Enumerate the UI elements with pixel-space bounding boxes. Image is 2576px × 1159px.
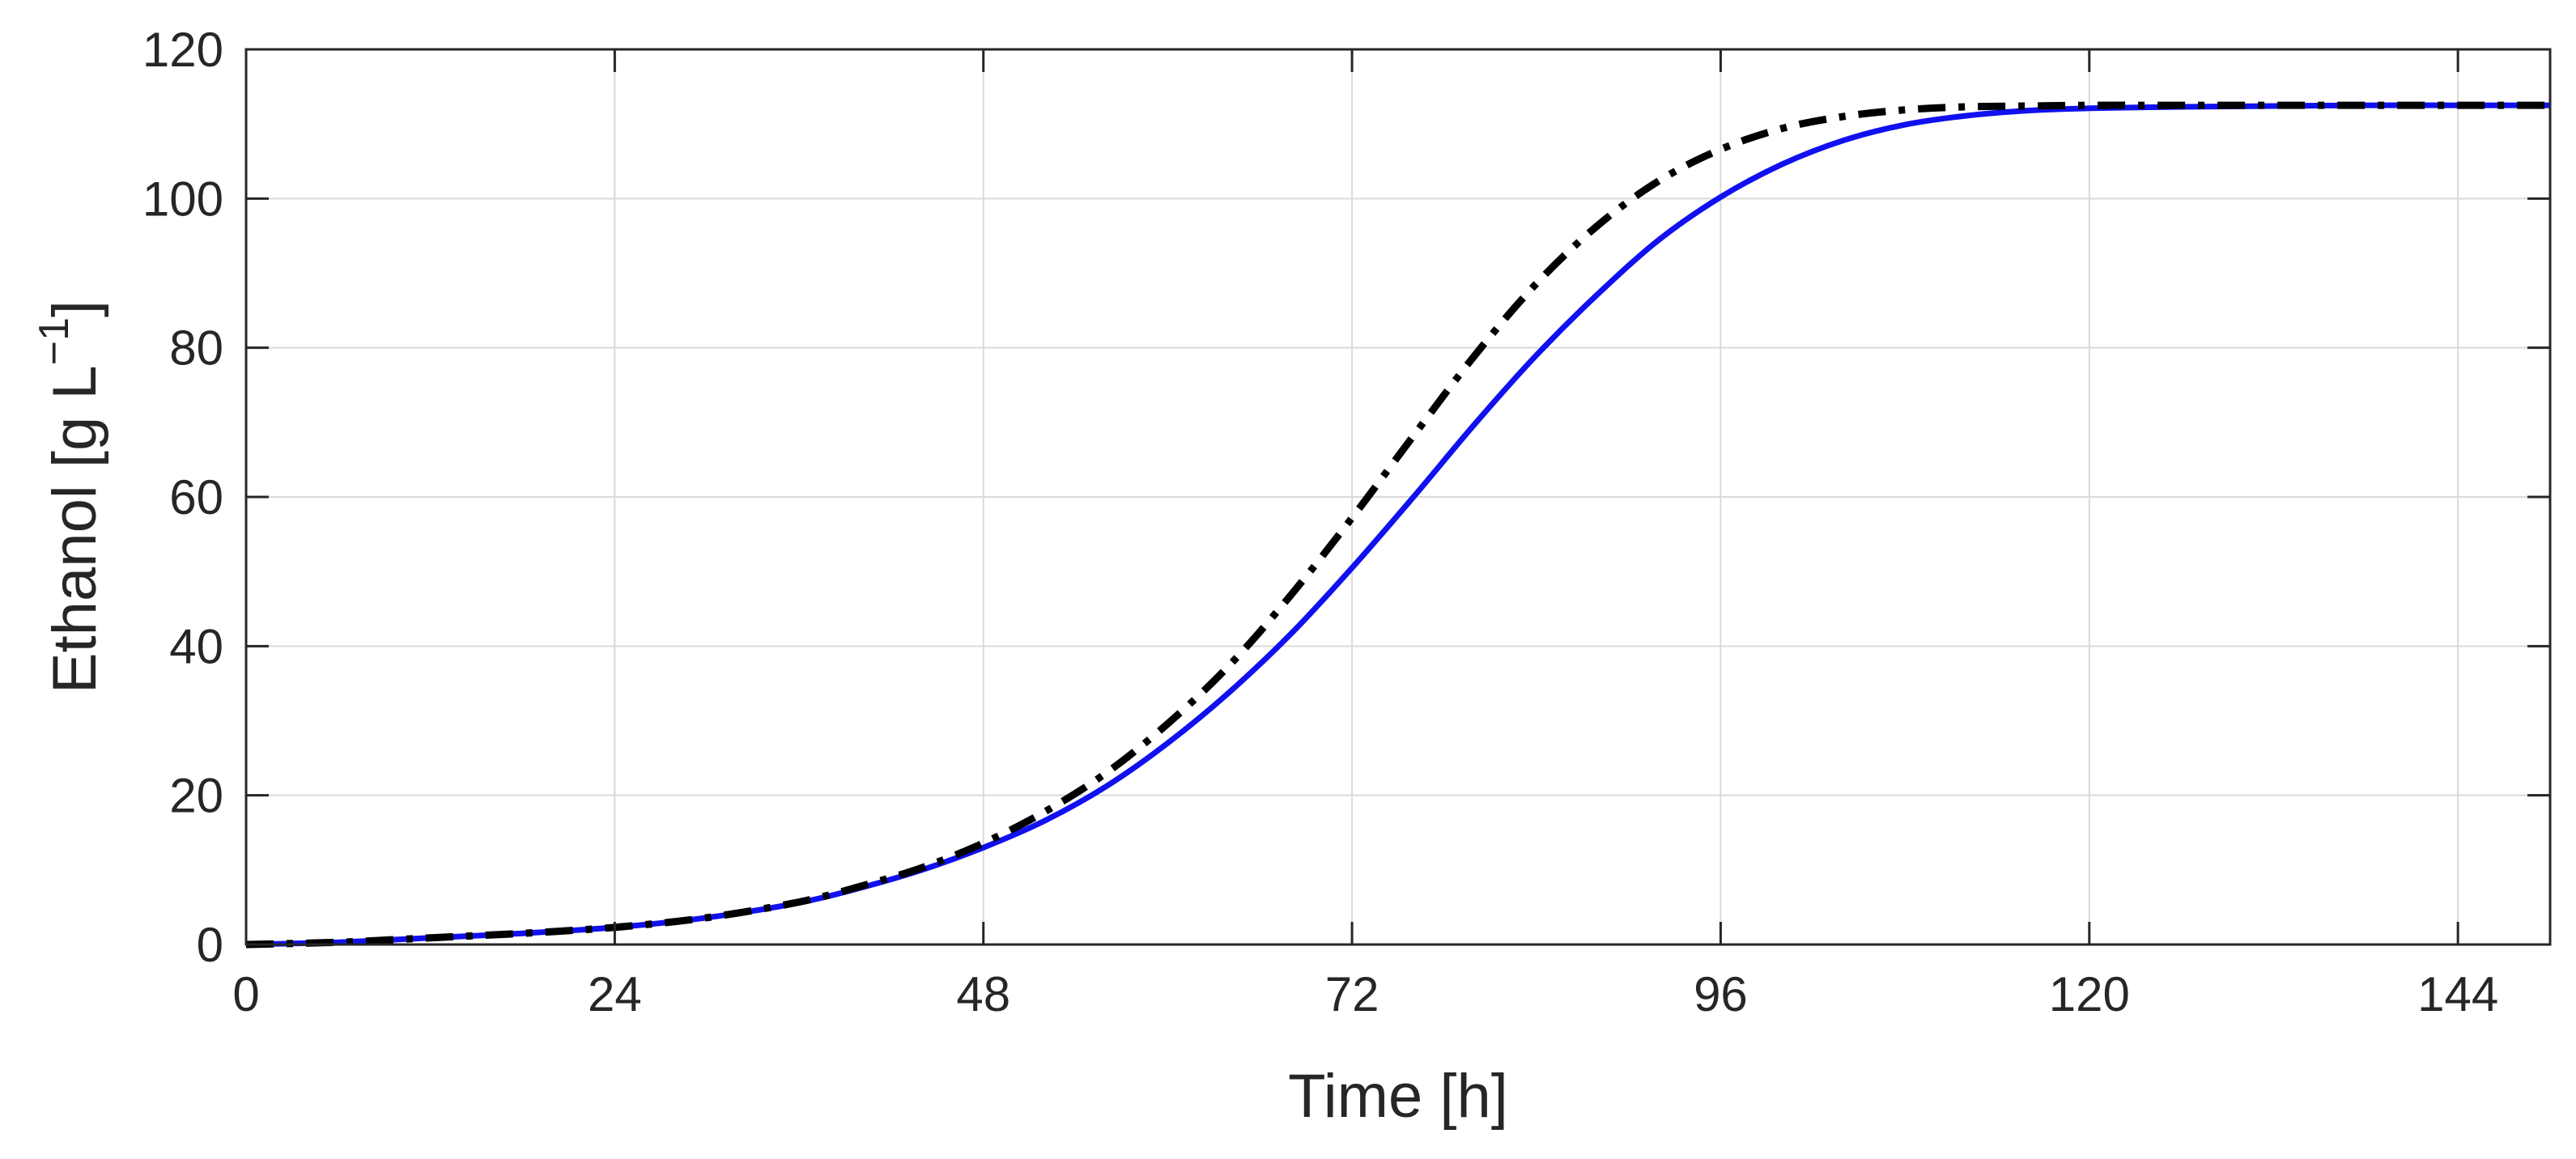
y-tick-label-4: 80 bbox=[169, 321, 223, 376]
x-tick-label-4: 96 bbox=[1694, 967, 1748, 1021]
y-tick-label-3: 60 bbox=[169, 470, 223, 524]
y-axis-label: Ethanol [g L−1] bbox=[31, 300, 109, 694]
x-tick-label-6: 144 bbox=[2417, 967, 2498, 1021]
y-axis-label-superscript: −1 bbox=[31, 317, 78, 365]
x-tick-label-3: 72 bbox=[1325, 967, 1379, 1021]
x-tick-label-5: 120 bbox=[2049, 967, 2130, 1021]
y-tick-label-6: 120 bbox=[142, 23, 223, 77]
tick-labels: 0 24 48 72 96 120 144 0 20 40 60 80 100 120 bbox=[142, 23, 2498, 1021]
y-tick-label-1: 20 bbox=[169, 769, 223, 823]
y-tick-label-0: 0 bbox=[197, 918, 223, 972]
y-axis-label-close: ] bbox=[40, 300, 109, 317]
y-tick-label-5: 100 bbox=[142, 172, 223, 226]
y-axis-label-main: Ethanol [g L bbox=[40, 365, 109, 694]
series-layer bbox=[245, 101, 2550, 949]
x-tick-label-0: 0 bbox=[232, 967, 259, 1021]
y-tick-label-2: 40 bbox=[169, 619, 223, 673]
x-axis-label: Time [h] bbox=[1288, 1062, 1508, 1131]
grid bbox=[246, 49, 2550, 945]
ticks bbox=[244, 48, 2550, 946]
x-tick-label-1: 24 bbox=[588, 967, 642, 1021]
x-tick-label-2: 48 bbox=[956, 967, 1010, 1021]
series-line-dash-dot-black bbox=[245, 101, 2550, 949]
